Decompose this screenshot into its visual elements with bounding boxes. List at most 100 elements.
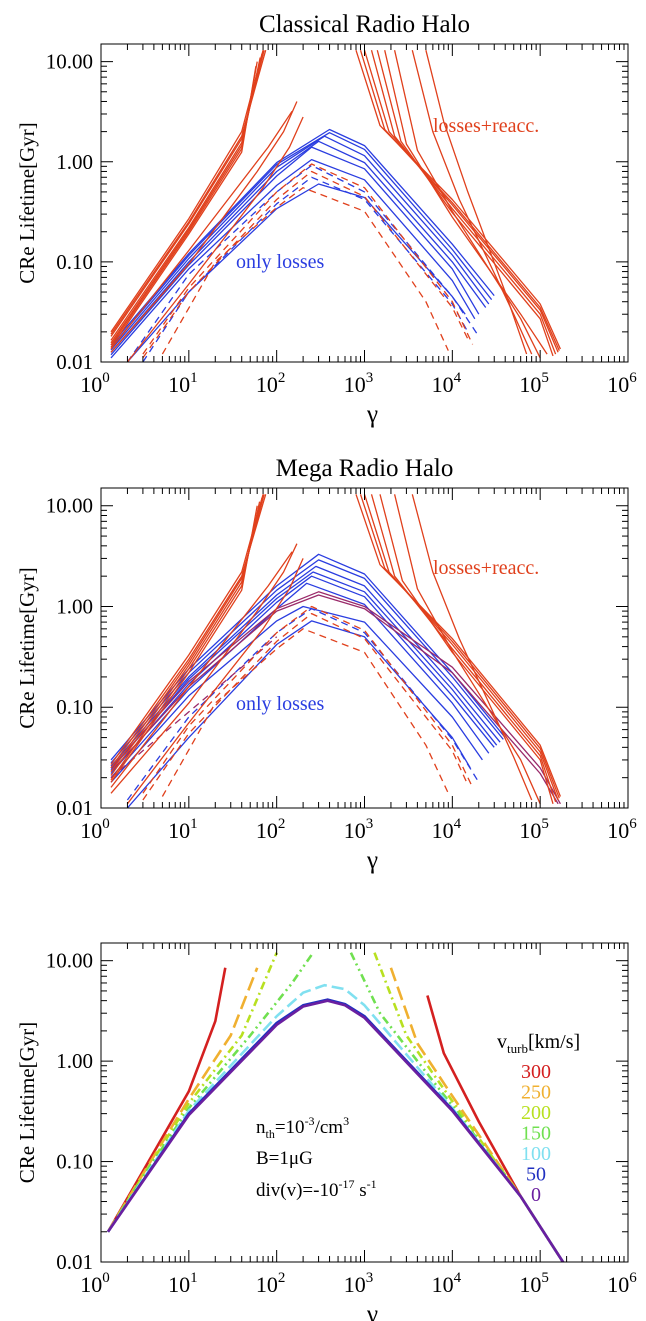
series-line-2 — [110, 135, 490, 351]
y-tick-label: 0.01 — [56, 1250, 93, 1274]
y-tick-label: 0.10 — [56, 695, 93, 719]
x-tick-label: 101 — [168, 1270, 198, 1297]
series-line-6 — [126, 183, 466, 362]
x-axis-label: γ — [366, 1301, 378, 1321]
series-line-27 — [425, 50, 528, 355]
series-line-24 — [370, 494, 557, 803]
x-tick-label: 106 — [607, 370, 637, 397]
series-line-18 — [110, 551, 293, 788]
y-tick-label: 0.10 — [56, 250, 93, 274]
series-line-10 — [106, 999, 565, 1262]
series-line-21 — [363, 50, 559, 353]
annotation-field: B=1μG — [256, 1148, 313, 1169]
series-line-24 — [384, 50, 548, 355]
series-line-5 — [110, 158, 476, 359]
panel-1: Classical Radio Halo 100 101 102 103 104 105 10… — [15, 11, 637, 428]
annotation-divergence: div(v)=-10-17 s-1 — [256, 1177, 377, 1201]
legend-entry-300: 300 — [521, 1061, 551, 1083]
annotation-only-losses: only losses — [236, 693, 325, 715]
series-line-0 — [110, 553, 506, 761]
series-line-23 — [376, 50, 554, 357]
series-line-27 — [411, 494, 533, 801]
panel-2: Mega Radio Halo 100 101 102 103 104 105 106 0.01… — [15, 455, 637, 874]
x-axis-label: γ — [366, 847, 378, 874]
legend-title: vturb[km/s] — [497, 1031, 580, 1056]
legend-entry-150: 150 — [521, 1123, 551, 1145]
y-tick-label: 0.01 — [56, 796, 93, 820]
series-line-2 — [110, 565, 501, 767]
x-axis-label: γ — [366, 401, 378, 428]
series-group — [110, 494, 562, 808]
legend-entry-0: 0 — [531, 1184, 541, 1206]
series-line-17 — [110, 101, 298, 353]
series-line-3 — [110, 571, 498, 771]
series-line-30 — [161, 628, 449, 797]
y-tick-label: 10.00 — [46, 50, 93, 74]
x-tick-label: 104 — [432, 816, 462, 843]
series-line-28 — [142, 605, 474, 794]
y-tick-label: 1.00 — [56, 150, 93, 174]
series-line-25 — [393, 50, 541, 359]
x-tick-label: 105 — [519, 816, 549, 843]
y-axis-label: CRe Lifetime[Gyr] — [15, 1022, 39, 1184]
legend-entry-50: 50 — [526, 1164, 546, 1186]
series-line-8 — [126, 608, 480, 801]
x-tick-label: 100 — [80, 370, 110, 397]
x-tick-label: 102 — [256, 1270, 286, 1297]
x-tick-label: 106 — [607, 1270, 637, 1297]
series-line-12 — [110, 53, 263, 341]
annotation-losses-reacc: losses+reacc. — [433, 115, 539, 137]
series-line-19 — [355, 50, 561, 350]
series-line-22 — [370, 50, 557, 355]
series-line-8 — [142, 176, 469, 362]
series-line-3 — [110, 140, 487, 353]
y-tick-label: 10.00 — [46, 494, 93, 518]
y-tick-label: 1.00 — [56, 594, 93, 618]
panel-title: Classical Radio Halo — [259, 11, 470, 38]
legend-entry-100: 100 — [521, 1143, 551, 1165]
y-tick-label: 1.00 — [56, 1049, 93, 1073]
series-line-2 — [106, 967, 259, 1233]
series-line-1 — [110, 132, 493, 348]
x-tick-label: 103 — [344, 1270, 374, 1297]
x-tick-label: 103 — [344, 816, 374, 843]
series-line-10 — [110, 594, 559, 805]
legend-entry-250: 250 — [521, 1082, 551, 1104]
series-line-26 — [411, 50, 533, 355]
annotation-only-losses: only losses — [236, 251, 325, 273]
annotation-losses-reacc: losses+reacc. — [433, 557, 539, 579]
x-tick-label: 102 — [256, 370, 286, 397]
x-tick-label: 102 — [256, 816, 286, 843]
series-line-17 — [110, 505, 258, 783]
y-tick-label: 10.00 — [46, 949, 93, 973]
y-axis-label: CRe Lifetime[Gyr] — [15, 122, 39, 284]
x-tick-label: 101 — [168, 370, 198, 397]
series-line-0 — [110, 128, 495, 346]
series-line-22 — [359, 494, 560, 799]
series-group — [110, 50, 561, 362]
panel-title: Mega Radio Halo — [276, 455, 454, 482]
x-tick-label: 104 — [432, 370, 462, 397]
series-line-26 — [393, 494, 541, 805]
series-line-18 — [126, 116, 304, 362]
series-line-21 — [355, 494, 562, 797]
x-tick-label: 103 — [344, 370, 374, 397]
x-tick-label: 104 — [432, 1270, 462, 1297]
series-line-29 — [142, 612, 469, 801]
x-tick-label: 100 — [80, 1270, 110, 1297]
annotation-density: nth=10-3/cm3 — [256, 1114, 349, 1141]
series-line-4 — [110, 575, 495, 774]
series-line-5 — [373, 952, 565, 1262]
y-tick-label: 0.10 — [56, 1150, 93, 1174]
series-line-5 — [110, 582, 490, 779]
y-axis-label: CRe Lifetime[Gyr] — [15, 567, 39, 729]
series-line-16 — [110, 110, 293, 350]
x-tick-label: 106 — [607, 816, 637, 843]
x-tick-label: 100 — [80, 816, 110, 843]
series-line-28 — [142, 163, 474, 355]
series-line-19 — [110, 543, 298, 794]
legend-entry-200: 200 — [521, 1102, 551, 1124]
series-line-6 — [110, 605, 483, 783]
x-tick-label: 101 — [168, 816, 198, 843]
